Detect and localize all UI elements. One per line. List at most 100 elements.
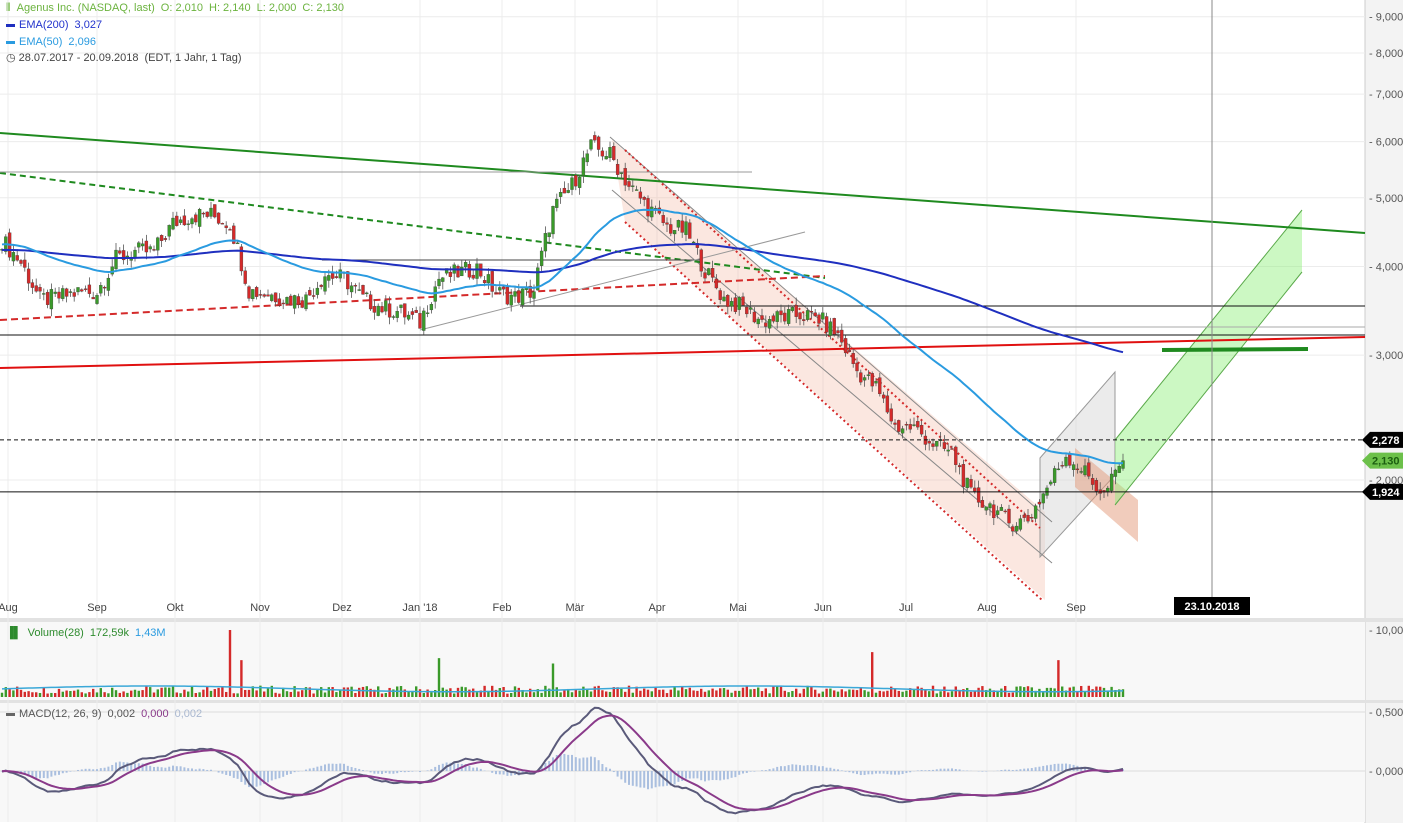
volume-bar: [700, 688, 703, 697]
ema50-value: 2,096: [68, 36, 96, 48]
volume-bar: [228, 630, 232, 697]
candle-down: [262, 294, 266, 297]
volume-bar: [380, 693, 384, 697]
candle-down: [23, 259, 27, 268]
x-tick-label: Mai: [729, 602, 747, 614]
candle-down: [615, 163, 620, 175]
volume-bar: [4, 687, 7, 697]
macd-histogram-bar: [210, 769, 212, 771]
macd-histogram-bar: [232, 771, 235, 778]
volume-bar: [168, 687, 171, 697]
macd-histogram-bar: [118, 761, 121, 771]
volume-bar: [99, 688, 102, 697]
macd-histogram-bar: [681, 771, 684, 781]
macd-histogram-bar: [270, 771, 273, 781]
candle-down: [714, 278, 719, 289]
ema200-legend[interactable]: EMA(200) 3,027: [6, 19, 108, 31]
ema200-swatch-icon: [6, 23, 15, 27]
candle-down: [919, 424, 924, 435]
macd-histogram-bar: [802, 765, 805, 771]
volume-bar: [510, 692, 513, 697]
macd-histogram-bar: [327, 763, 330, 771]
macd-histogram-bar: [183, 767, 186, 771]
macd-histogram-bar: [852, 771, 855, 774]
volume-bar: [844, 691, 847, 697]
candle-up: [866, 374, 871, 376]
candle-up: [178, 219, 183, 223]
volume-bar: [931, 685, 935, 697]
macd-histogram-bar: [962, 770, 965, 771]
macd-histogram-bar: [362, 770, 364, 771]
macd-histogram-bar: [324, 764, 326, 771]
macd-histogram-bar: [1008, 769, 1010, 771]
candle-down: [368, 294, 373, 310]
candle-down: [817, 314, 821, 324]
volume-bar: [992, 690, 995, 697]
candle-down: [121, 250, 126, 261]
macd-histogram-bar: [894, 771, 896, 775]
candle-up: [1014, 525, 1019, 532]
volume-bar: [8, 689, 11, 697]
macd-histogram-bar: [134, 763, 136, 771]
macd-histogram-bar: [848, 771, 851, 773]
candle-down: [718, 290, 722, 300]
candle-up: [935, 440, 939, 447]
volume-bar: [643, 688, 646, 697]
volume-bar: [658, 689, 661, 697]
macd-legend[interactable]: MACD(12, 26, 9) 0,002 0,000 0,002: [6, 708, 208, 720]
volume-bar: [798, 693, 802, 697]
volume-bar: [612, 687, 615, 697]
candle-down: [1094, 480, 1099, 492]
candle-up: [767, 319, 772, 329]
volume-legend[interactable]: ▐▌ Volume(28) 172,59k 1,43M: [6, 627, 172, 639]
macd-histogram-bar: [50, 771, 53, 777]
macd-histogram-bar: [377, 771, 380, 774]
candle-up: [900, 428, 905, 434]
candle-up: [133, 249, 137, 259]
macd-histogram-bar: [939, 768, 942, 771]
candle-up: [748, 307, 753, 310]
candle-up: [498, 287, 502, 291]
volume-bar: [730, 692, 733, 697]
candle-down: [916, 421, 920, 428]
ema50-legend[interactable]: EMA(50) 2,096: [6, 36, 102, 48]
candle-up: [691, 241, 696, 244]
candle-up: [988, 503, 992, 509]
volume-bar: [540, 692, 543, 697]
macd-histogram-bar: [810, 764, 813, 771]
volume-bar: [35, 692, 38, 697]
volume-bar: [890, 686, 893, 697]
candle-down: [26, 268, 31, 284]
candle-down: [300, 300, 304, 308]
volume-bar: [373, 689, 376, 697]
macd-histogram-bar: [711, 771, 714, 781]
volume-bar: [787, 692, 790, 697]
volume-bar: [912, 689, 916, 697]
volume-bar: [863, 690, 866, 697]
candle-up: [285, 297, 289, 304]
candle-up: [995, 510, 1000, 515]
candle-up: [190, 218, 194, 225]
candle-up: [475, 263, 479, 279]
candle-down: [201, 212, 206, 215]
macd-histogram-bar: [878, 771, 881, 774]
candle-down: [175, 215, 179, 226]
macd-histogram-bar: [267, 771, 269, 783]
candle-up: [547, 232, 551, 238]
candle-up: [463, 262, 468, 268]
candle-down: [885, 395, 890, 413]
volume-bar: [130, 690, 133, 697]
candle-up: [61, 288, 65, 299]
volume-bar: [825, 688, 828, 697]
macd-histogram-bar: [255, 771, 258, 787]
candle-down: [482, 280, 487, 284]
volume-bar: [434, 690, 437, 697]
volume-bar: [232, 693, 235, 697]
candle-up: [965, 477, 969, 489]
macd-histogram-bar: [251, 771, 254, 787]
candle-down: [908, 424, 912, 430]
macd-histogram-bar: [871, 771, 874, 775]
volume-bar: [707, 690, 710, 697]
volume-bar: [719, 688, 722, 697]
